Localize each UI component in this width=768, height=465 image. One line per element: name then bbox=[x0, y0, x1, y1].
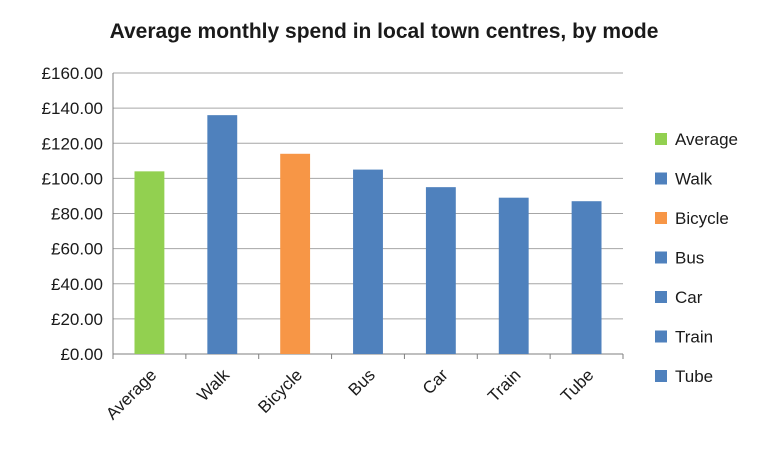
bar-tube bbox=[571, 201, 602, 354]
bar-bus bbox=[353, 169, 383, 354]
legend-label: Car bbox=[675, 288, 703, 307]
legend-label: Walk bbox=[675, 170, 713, 189]
bar-average bbox=[134, 171, 165, 354]
chart-title: Average monthly spend in local town cent… bbox=[110, 20, 659, 43]
legend-label: Bus bbox=[675, 249, 704, 268]
y-tick-label: £80.00 bbox=[51, 205, 103, 224]
bar-car bbox=[425, 187, 456, 354]
legend-swatch bbox=[655, 212, 667, 224]
bars bbox=[134, 115, 602, 355]
y-tick-label: £120.00 bbox=[42, 134, 103, 153]
legend-label: Train bbox=[675, 328, 713, 347]
bar-walk bbox=[207, 115, 238, 355]
y-tick-label: £20.00 bbox=[51, 310, 103, 329]
legend-swatch bbox=[655, 172, 667, 185]
legend-label: Tube bbox=[675, 367, 713, 386]
bar-train bbox=[498, 197, 529, 354]
x-tick-label: Car bbox=[419, 365, 452, 398]
legend-label: Bicycle bbox=[675, 209, 729, 228]
y-tick-label: £100.00 bbox=[42, 169, 103, 188]
y-tick-label: £0.00 bbox=[60, 345, 103, 364]
x-tick-label: Bicycle bbox=[254, 365, 306, 417]
x-tick-label: Train bbox=[484, 365, 524, 405]
y-tick-label: £60.00 bbox=[51, 240, 103, 259]
legend-swatch bbox=[655, 370, 667, 382]
y-tick-label: £160.00 bbox=[42, 64, 103, 83]
legend-swatch bbox=[655, 251, 667, 264]
x-axis: Average Walk Bicycle Bus Car Train Tube bbox=[102, 365, 597, 423]
x-tick-label: Walk bbox=[193, 365, 233, 405]
x-tick-label: Tube bbox=[557, 365, 597, 405]
x-tick-label: Average bbox=[102, 365, 160, 423]
legend-swatch bbox=[655, 291, 667, 303]
legend-swatch bbox=[655, 330, 667, 343]
x-tick-label: Bus bbox=[345, 365, 379, 399]
y-tick-label: £140.00 bbox=[42, 99, 103, 118]
legend: Average Walk Bicycle Bus Car Train Tube bbox=[655, 130, 738, 386]
legend-swatch bbox=[655, 133, 667, 145]
bar-bicycle bbox=[280, 153, 311, 354]
legend-label: Average bbox=[675, 130, 738, 149]
y-tick-label: £40.00 bbox=[51, 275, 103, 294]
